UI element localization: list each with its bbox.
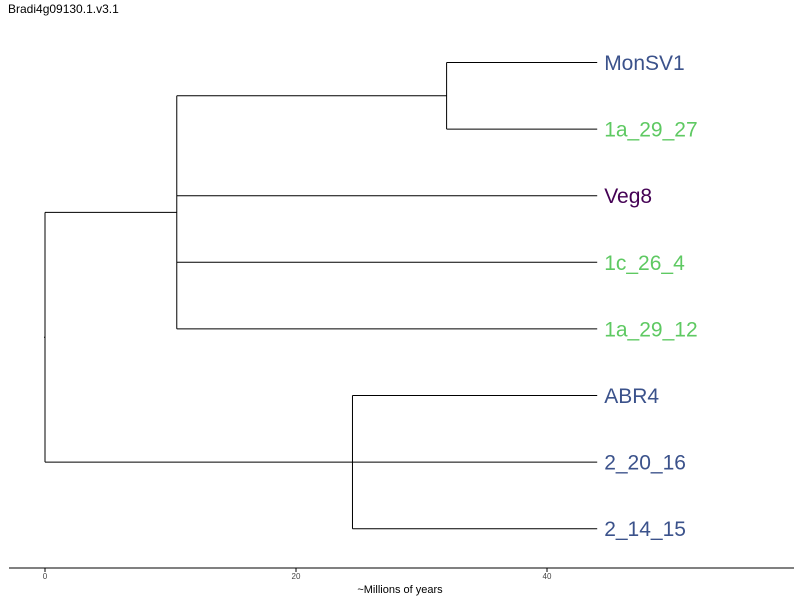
tip-label: 2_20_16	[604, 452, 686, 475]
tip-label: 1a_29_12	[604, 318, 697, 341]
tip-label: MonSV1	[604, 52, 685, 75]
tip-label: 2_14_15	[604, 518, 686, 541]
axis-ticks: 0 20 40	[43, 568, 552, 581]
time-axis: 0 20 40 ~Millions of years	[9, 567, 794, 596]
tree-title: Bradi4g09130.1.v3.1	[8, 2, 119, 16]
axis-title: ~Millions of years	[357, 584, 443, 596]
tip-label: 1c_26_4	[604, 252, 685, 275]
tip-label: 1a_29_27	[604, 119, 697, 142]
tip-label: Veg8	[604, 185, 652, 208]
tree-branches	[44, 62, 598, 530]
axis-tick-label: 0	[43, 572, 48, 581]
tip-label: ABR4	[604, 385, 659, 408]
tip-labels: MonSV1 1a_29_27 Veg8 1c_26_4 1a_29_12 ABR4 2_2…	[604, 52, 697, 541]
axis-tick-label: 40	[543, 572, 552, 581]
axis-tick-label: 20	[292, 572, 301, 581]
